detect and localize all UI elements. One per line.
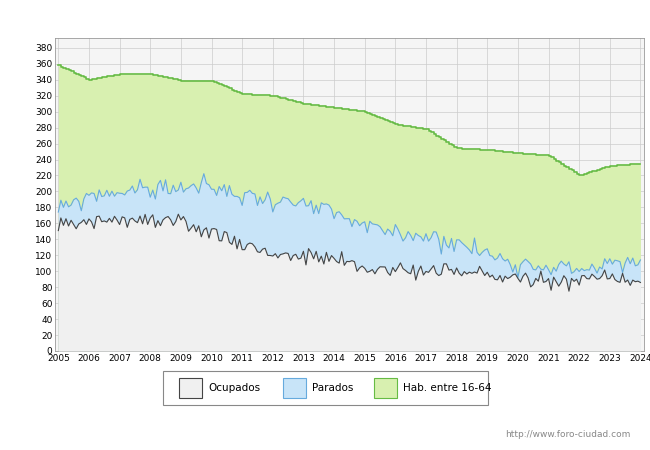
Text: http://www.foro-ciudad.com: http://www.foro-ciudad.com xyxy=(505,430,630,439)
Text: Hab. entre 16-64: Hab. entre 16-64 xyxy=(403,383,491,393)
Bar xyxy=(374,378,396,398)
Text: Paradinas de San Juan - Evolucion de la poblacion en edad de Trabajar Mayo de 20: Paradinas de San Juan - Evolucion de la … xyxy=(87,14,563,23)
Text: Ocupados: Ocupados xyxy=(208,383,260,393)
Bar xyxy=(283,378,306,398)
Text: Parados: Parados xyxy=(312,383,354,393)
Bar xyxy=(179,378,202,398)
